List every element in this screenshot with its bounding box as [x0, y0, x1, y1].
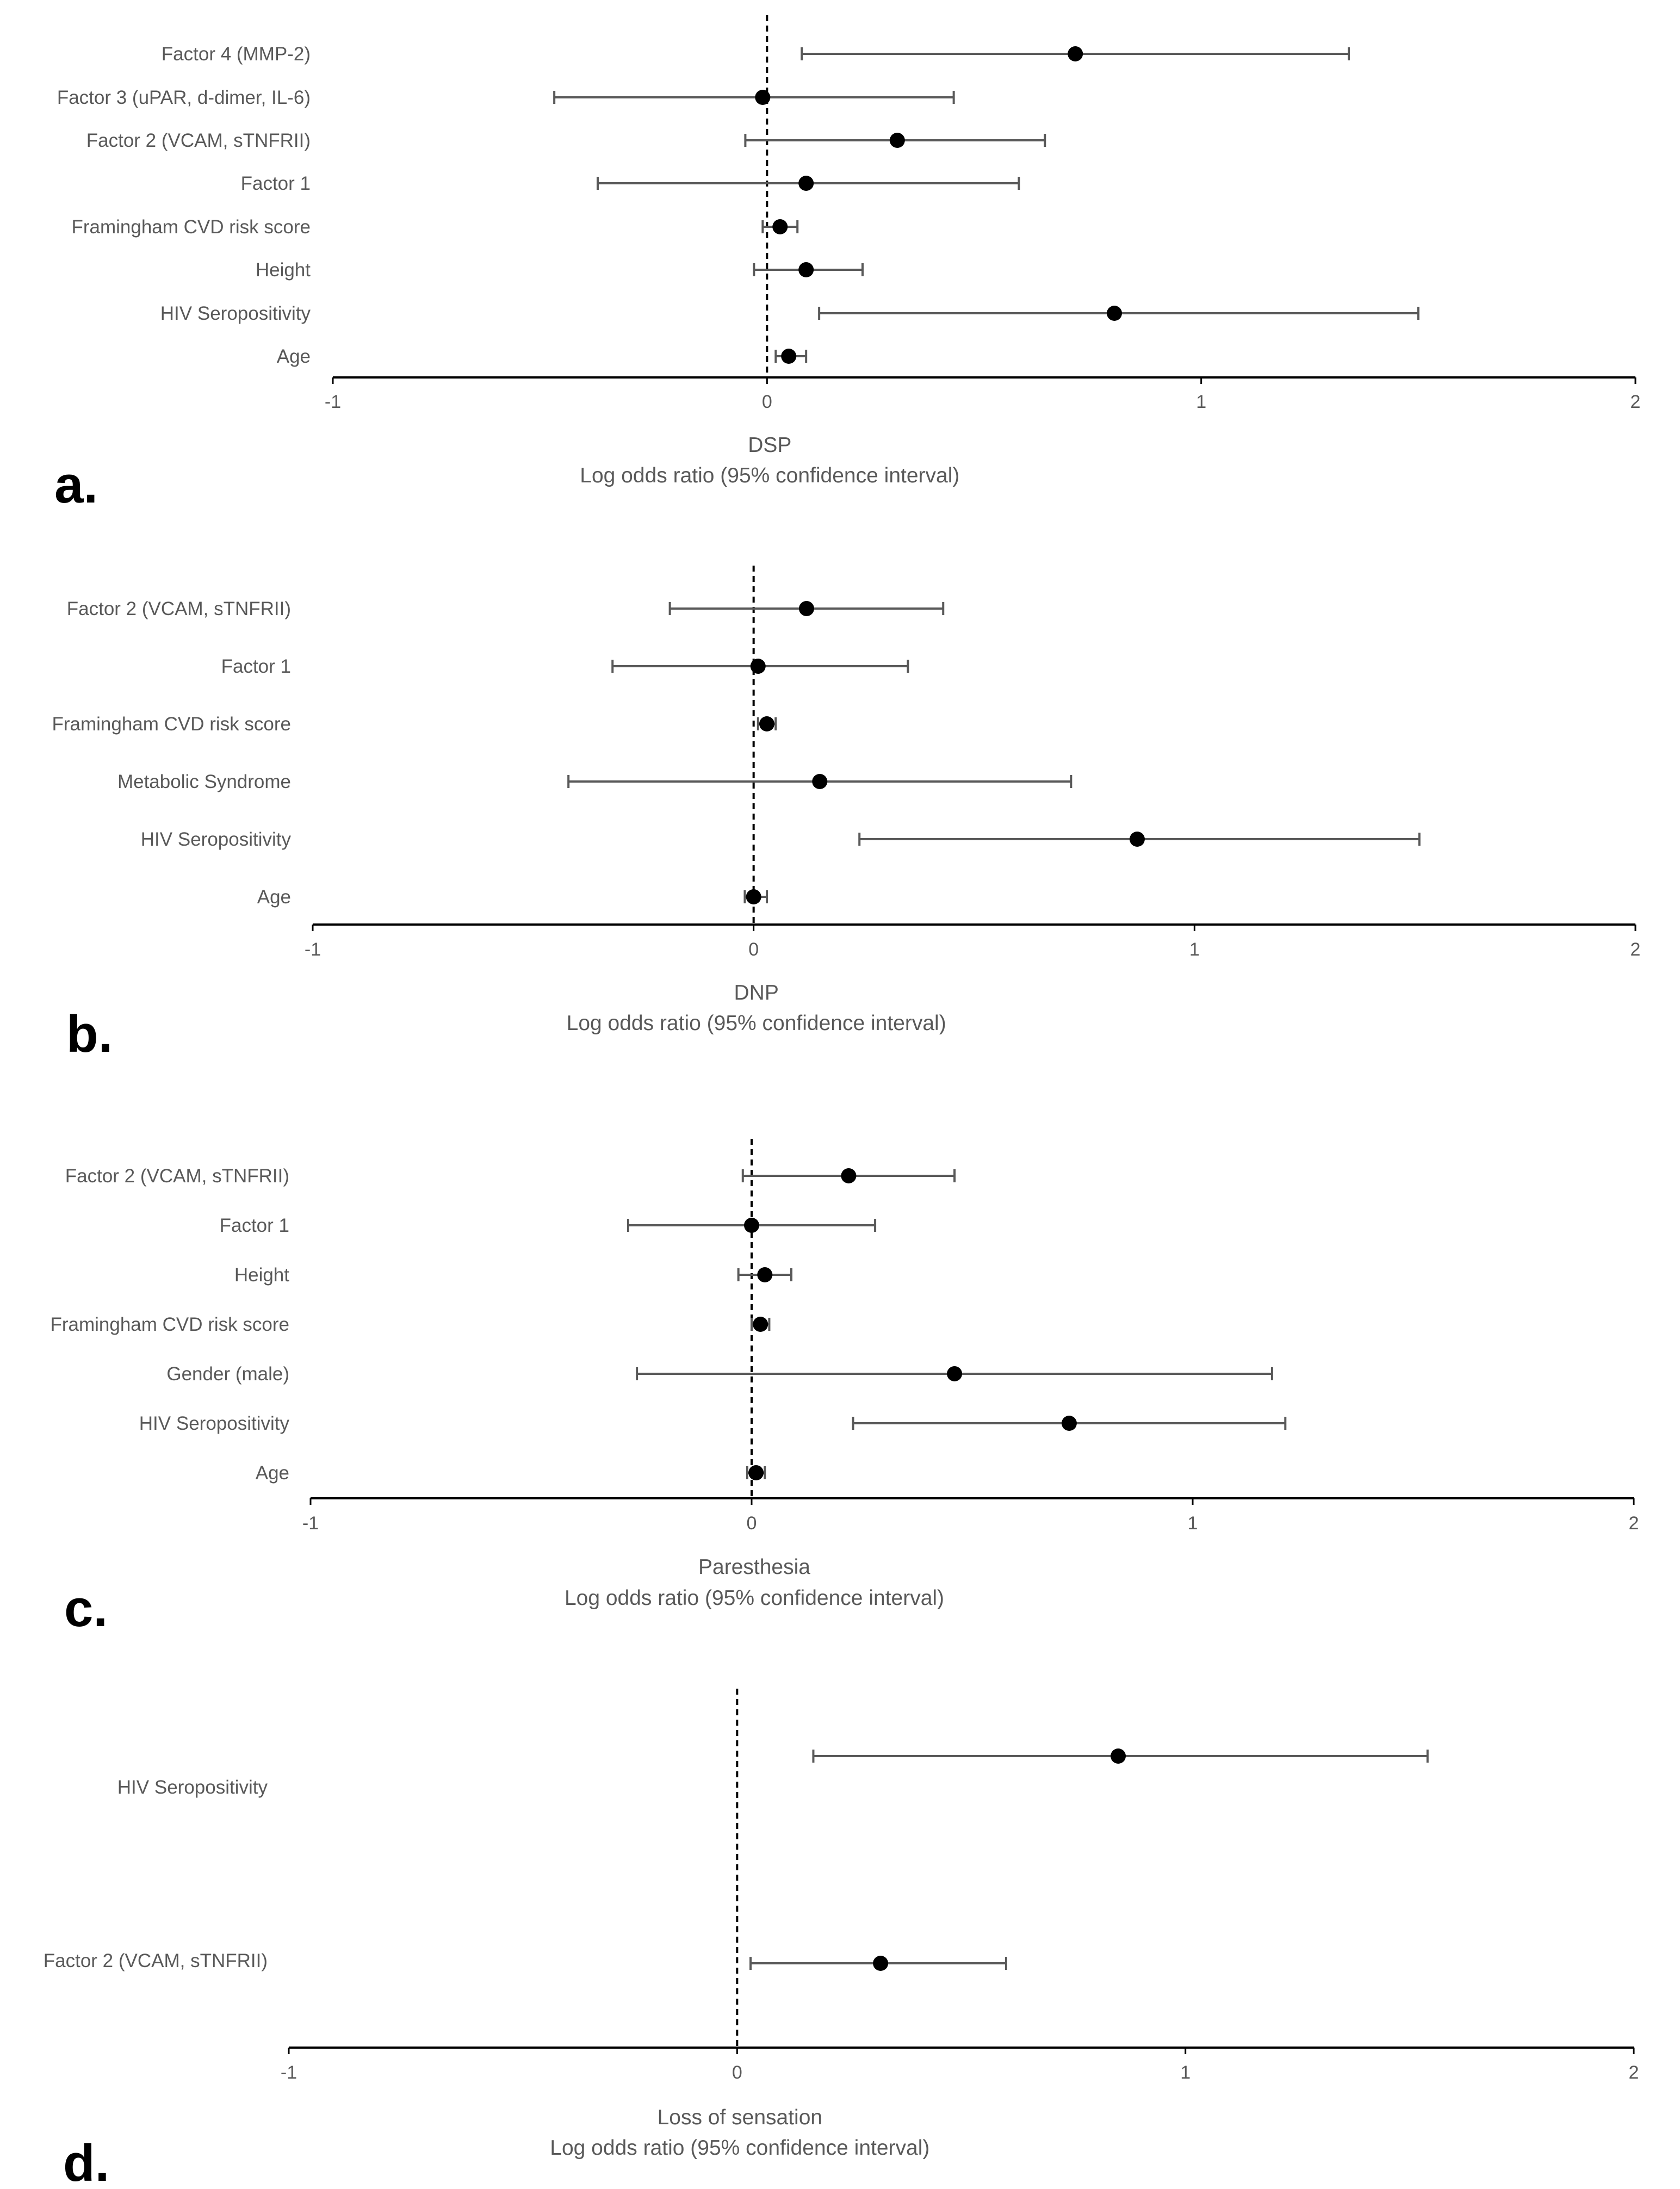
x-tick-label: 1	[1196, 392, 1206, 412]
row-label: Factor 2 (VCAM, sTNFRII)	[67, 598, 291, 619]
point-estimate	[1061, 1416, 1077, 1431]
row-label: Factor 1	[241, 173, 311, 194]
x-tick-label: -1	[305, 939, 321, 960]
row-label: HIV Seropositivity	[160, 303, 311, 324]
point-estimate	[755, 90, 771, 105]
row-label: Metabolic Syndrome	[117, 771, 291, 792]
forest-panel-1: -1 0 1 2 Factor 4 (MMP-2) Factor 3 (uPAR, d-d…	[54, 15, 1640, 514]
point-estimate	[744, 1218, 759, 1233]
outcome-title: DSP	[748, 433, 791, 457]
x-axis-label: Log odds ratio (95% confidence interval)	[567, 1012, 946, 1035]
point-estimate	[798, 601, 814, 616]
forest-panel-3: -1 0 1 2 Factor 2 (VCAM, sTNFRII) Factor 1 Hei…	[50, 1139, 1639, 1638]
x-tick-label: 0	[747, 1513, 757, 1534]
forest-panel-4: -1 0 1 2 HIV Seropositivity Factor 2 (VCAM, s…	[44, 1689, 1639, 2189]
x-tick-label: 1	[1189, 939, 1200, 960]
outcome-title: Loss of sensation	[658, 2106, 823, 2129]
point-estimate	[772, 219, 788, 234]
x-tick-label: 0	[748, 939, 759, 960]
point-estimate	[1129, 832, 1145, 847]
x-tick-label: -1	[302, 1513, 319, 1534]
point-estimate	[889, 133, 905, 148]
x-tick-label: 2	[1629, 2062, 1639, 2083]
point-estimate	[873, 1956, 889, 1971]
x-axis-label: Log odds ratio (95% confidence interval)	[550, 2136, 929, 2160]
row-label: Age	[256, 1462, 289, 1484]
point-estimate	[1111, 1748, 1126, 1764]
x-tick-label: 0	[762, 392, 772, 412]
row-label: HIV Seropositivity	[117, 1777, 268, 1798]
x-tick-label: 0	[732, 2062, 742, 2083]
row-label: Factor 1	[221, 656, 291, 677]
row-label: Factor 4 (MMP-2)	[162, 44, 311, 65]
x-axis-label: Log odds ratio (95% confidence interval)	[580, 464, 959, 487]
panel-letter: a.	[54, 456, 98, 514]
x-tick-label: 2	[1631, 392, 1641, 412]
x-tick-label: 1	[1188, 1513, 1198, 1534]
outcome-title: DNP	[734, 981, 778, 1004]
outcome-title: Paresthesia	[698, 1555, 810, 1579]
row-label: Factor 2 (VCAM, sTNFRII)	[65, 1165, 289, 1187]
point-estimate	[1068, 46, 1083, 61]
point-estimate	[841, 1168, 857, 1183]
panel-letter: c.	[64, 1579, 108, 1638]
row-label: Framingham CVD risk score	[50, 1314, 289, 1335]
row-label: Factor 3 (uPAR, d-dimer, IL-6)	[57, 87, 311, 108]
x-tick-label: -1	[281, 2062, 297, 2083]
row-label: HIV Seropositivity	[141, 829, 292, 850]
forest-panel-2: -1 0 1 2 Factor 2 (VCAM, sTNFRII) Factor 1 Fra…	[52, 566, 1640, 1063]
x-axis-label: Log odds ratio (95% confidence interval)	[565, 1586, 944, 1610]
panel-letter: b.	[66, 1005, 113, 1063]
row-label: Height	[256, 259, 311, 281]
row-label: Factor 2 (VCAM, sTNFRII)	[44, 1950, 268, 1971]
x-tick-label: 1	[1180, 2062, 1191, 2083]
point-estimate	[753, 1317, 768, 1332]
x-tick-label: 2	[1629, 1513, 1639, 1534]
row-label: Factor 1	[220, 1215, 289, 1236]
row-label: Framingham CVD risk score	[71, 216, 311, 238]
row-label: Gender (male)	[166, 1363, 289, 1385]
point-estimate	[757, 1267, 773, 1282]
point-estimate	[746, 889, 761, 904]
point-estimate	[750, 659, 766, 674]
row-label: Framingham CVD risk score	[52, 714, 291, 735]
x-tick-label: -1	[325, 392, 341, 412]
row-label: Factor 2 (VCAM, sTNFRII)	[86, 130, 311, 151]
point-estimate	[812, 774, 828, 789]
row-label: Age	[257, 886, 291, 908]
row-label: Age	[277, 346, 311, 367]
point-estimate	[798, 176, 814, 191]
row-label: Height	[234, 1264, 289, 1286]
point-estimate	[748, 1465, 764, 1480]
panel-letter: d.	[63, 2134, 109, 2189]
point-estimate	[759, 716, 774, 731]
point-estimate	[781, 349, 797, 364]
row-label: HIV Seropositivity	[139, 1413, 290, 1434]
point-estimate	[798, 262, 814, 277]
point-estimate	[1107, 306, 1122, 321]
x-tick-label: 2	[1631, 939, 1641, 960]
point-estimate	[947, 1366, 963, 1381]
